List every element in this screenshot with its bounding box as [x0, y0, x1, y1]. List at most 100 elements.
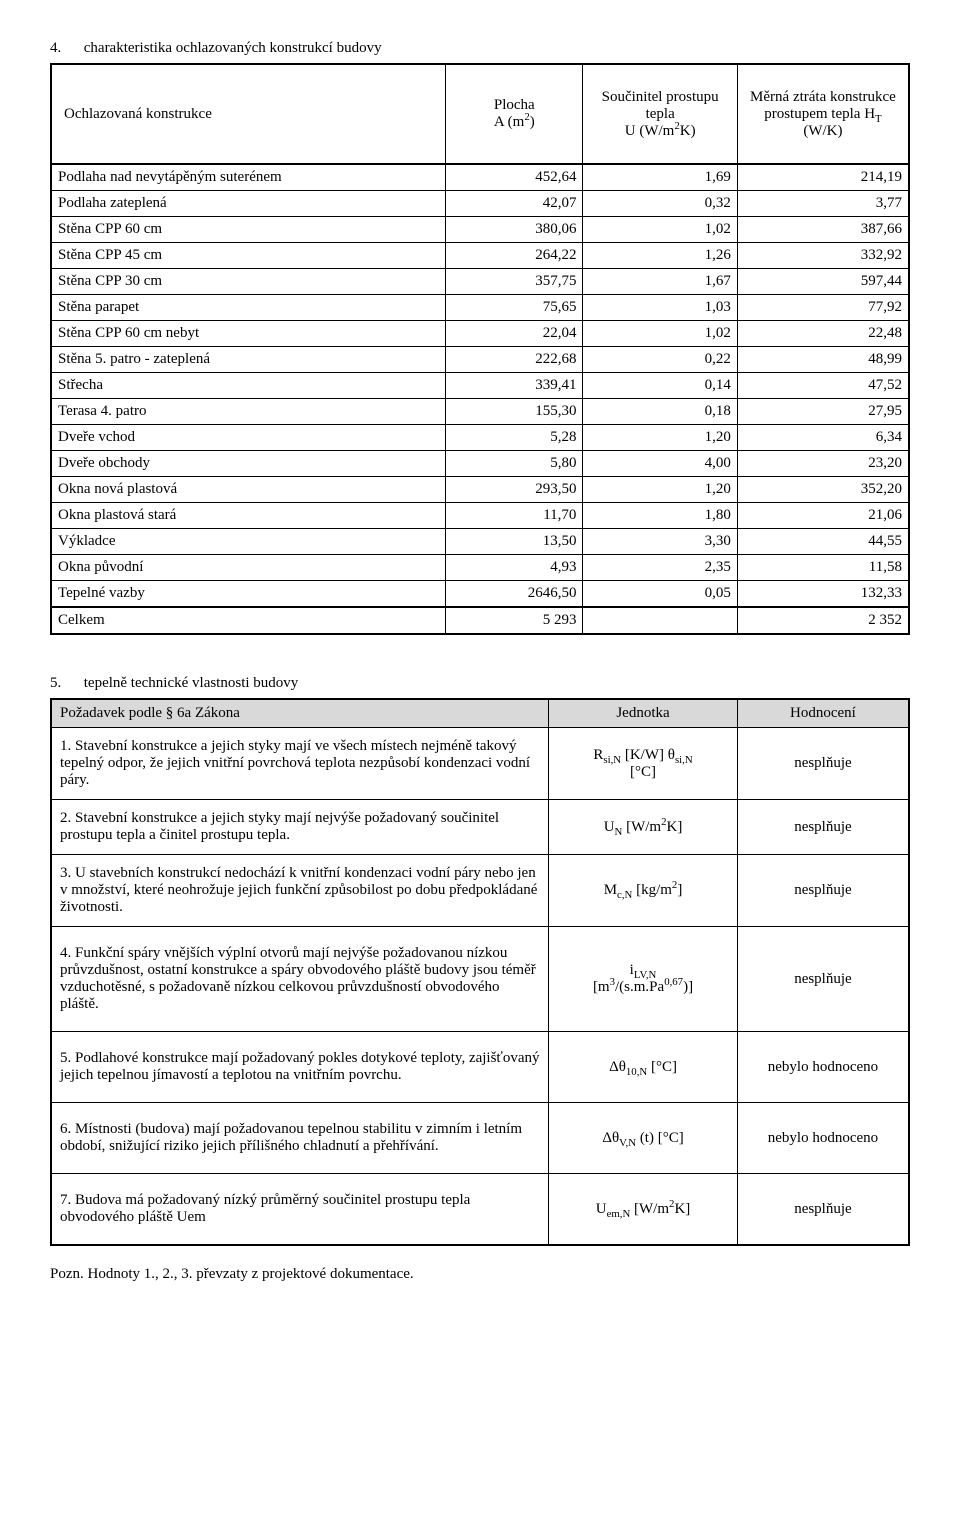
- cell-area: 222,68: [446, 347, 583, 373]
- cell-u: 1,26: [583, 243, 737, 269]
- cell-h: 47,52: [737, 373, 909, 399]
- cell-area: 13,50: [446, 529, 583, 555]
- table-row: 2. Stavební konstrukce a jejich styky ma…: [51, 800, 909, 855]
- table-row: Výkladce13,503,3044,55: [51, 529, 909, 555]
- cell-u: 0,18: [583, 399, 737, 425]
- cell-area: 22,04: [446, 321, 583, 347]
- cell-area: 42,07: [446, 191, 583, 217]
- cell-unit: UN [W/m2K]: [549, 800, 738, 855]
- cell-u: 1,02: [583, 217, 737, 243]
- cell-name: Stěna 5. patro - zateplená: [51, 347, 446, 373]
- section4-number: 4.: [50, 40, 61, 56]
- th-construction: Ochlazovaná konstrukce: [51, 64, 446, 164]
- table-row: 1. Stavební konstrukce a jejich styky ma…: [51, 728, 909, 800]
- cell-area: 5,28: [446, 425, 583, 451]
- cell-h: 27,95: [737, 399, 909, 425]
- cell-h: 11,58: [737, 555, 909, 581]
- table-row: Stěna 5. patro - zateplená222,680,2248,9…: [51, 347, 909, 373]
- cell-eval: nesplňuje: [737, 800, 909, 855]
- cell-u: 4,00: [583, 451, 737, 477]
- th-req: Požadavek podle § 6a Zákona: [51, 699, 549, 728]
- cell-h: 77,92: [737, 295, 909, 321]
- table-row: Okna nová plastová293,501,20352,20: [51, 477, 909, 503]
- cell-eval: nebylo hodnoceno: [737, 1103, 909, 1174]
- cell-name: Dveře vchod: [51, 425, 446, 451]
- table-row: Stěna CPP 60 cm nebyt22,041,0222,48: [51, 321, 909, 347]
- cell-u: 1,02: [583, 321, 737, 347]
- th-area: Plocha A (m2): [446, 64, 583, 164]
- cell-u: 1,67: [583, 269, 737, 295]
- cell-h: 48,99: [737, 347, 909, 373]
- cell-req: 4. Funkční spáry vnějších výplní otvorů …: [51, 927, 549, 1032]
- table-row: Podlaha zateplená42,070,323,77: [51, 191, 909, 217]
- cell-unit: Mc,N [kg/m2]: [549, 855, 738, 927]
- section5-number: 5.: [50, 675, 61, 691]
- table-row: Tepelné vazby2646,500,05132,33: [51, 581, 909, 608]
- cell-name: Stěna parapet: [51, 295, 446, 321]
- section4-title: 4. charakteristika ochlazovaných konstru…: [50, 40, 910, 57]
- th-u: Součinitel prostupu tepla U (W/m2K): [583, 64, 737, 164]
- th-loss: Měrná ztráta konstrukce prostupem tepla …: [737, 64, 909, 164]
- cell-u: 0,32: [583, 191, 737, 217]
- cell-unit: Rsi,N [K/W] θsi,N[°C]: [549, 728, 738, 800]
- cell-req: 7. Budova má požadovaný nízký průměrný s…: [51, 1174, 549, 1246]
- cell-name: Tepelné vazby: [51, 581, 446, 608]
- cell-name: Dveře obchody: [51, 451, 446, 477]
- cell-area: 452,64: [446, 164, 583, 191]
- cell-u: 1,69: [583, 164, 737, 191]
- table-row: Stěna CPP 60 cm380,061,02387,66: [51, 217, 909, 243]
- cell-eval: nebylo hodnoceno: [737, 1032, 909, 1103]
- cell-unit: ΔθV,N (t) [°C]: [549, 1103, 738, 1174]
- cell-name: Stěna CPP 45 cm: [51, 243, 446, 269]
- cell-u: 1,03: [583, 295, 737, 321]
- cell-u: 1,20: [583, 477, 737, 503]
- cell-h: 214,19: [737, 164, 909, 191]
- table-row: 5. Podlahové konstrukce mají požadovaný …: [51, 1032, 909, 1103]
- cell-name: Podlaha nad nevytápěným suterénem: [51, 164, 446, 191]
- cell-req: 1. Stavební konstrukce a jejich styky ma…: [51, 728, 549, 800]
- cell-u: 1,20: [583, 425, 737, 451]
- table-row: Podlaha nad nevytápěným suterénem452,641…: [51, 164, 909, 191]
- cell-h: 22,48: [737, 321, 909, 347]
- cell-unit: iLV,N[m3/(s.m.Pa0,67)]: [549, 927, 738, 1032]
- cell-name: Okna plastová stará: [51, 503, 446, 529]
- cell-area: 293,50: [446, 477, 583, 503]
- cell-name: Podlaha zateplená: [51, 191, 446, 217]
- cell-area: 380,06: [446, 217, 583, 243]
- cell-area: 357,75: [446, 269, 583, 295]
- table-row-total: Celkem5 2932 352: [51, 607, 909, 634]
- footnote: Pozn. Hodnoty 1., 2., 3. převzaty z proj…: [50, 1266, 910, 1283]
- table-row: Střecha339,410,1447,52: [51, 373, 909, 399]
- cell-name: Střecha: [51, 373, 446, 399]
- cell-name: Stěna CPP 60 cm nebyt: [51, 321, 446, 347]
- table-row: 6. Místnosti (budova) mají požadovanou t…: [51, 1103, 909, 1174]
- cell-req: 6. Místnosti (budova) mají požadovanou t…: [51, 1103, 549, 1174]
- table-row: Stěna CPP 45 cm264,221,26332,92: [51, 243, 909, 269]
- table-row: Okna původní4,932,3511,58: [51, 555, 909, 581]
- cell-h: 3,77: [737, 191, 909, 217]
- cell-name: Okna původní: [51, 555, 446, 581]
- table-row: 7. Budova má požadovaný nízký průměrný s…: [51, 1174, 909, 1246]
- cell-eval: nesplňuje: [737, 728, 909, 800]
- cell-name: Okna nová plastová: [51, 477, 446, 503]
- cell-name: Terasa 4. patro: [51, 399, 446, 425]
- cell-area: 11,70: [446, 503, 583, 529]
- table-row: 3. U stavebních konstrukcí nedochází k v…: [51, 855, 909, 927]
- section4-title-text: charakteristika ochlazovaných konstrukcí…: [84, 40, 382, 56]
- cell-req: 2. Stavební konstrukce a jejich styky ma…: [51, 800, 549, 855]
- cell-area: 5 293: [446, 607, 583, 634]
- cell-h: 44,55: [737, 529, 909, 555]
- cell-name: Výkladce: [51, 529, 446, 555]
- cell-u: 0,05: [583, 581, 737, 608]
- cell-unit: Uem,N [W/m2K]: [549, 1174, 738, 1246]
- cell-area: 155,30: [446, 399, 583, 425]
- cell-h: 597,44: [737, 269, 909, 295]
- cell-unit: Δθ10,N [°C]: [549, 1032, 738, 1103]
- cell-area: 264,22: [446, 243, 583, 269]
- table-row: Dveře obchody5,804,0023,20: [51, 451, 909, 477]
- table-requirements: Požadavek podle § 6a Zákona Jednotka Hod…: [50, 698, 910, 1246]
- cell-h: 6,34: [737, 425, 909, 451]
- cell-u: 3,30: [583, 529, 737, 555]
- cell-area: 339,41: [446, 373, 583, 399]
- cell-eval: nesplňuje: [737, 927, 909, 1032]
